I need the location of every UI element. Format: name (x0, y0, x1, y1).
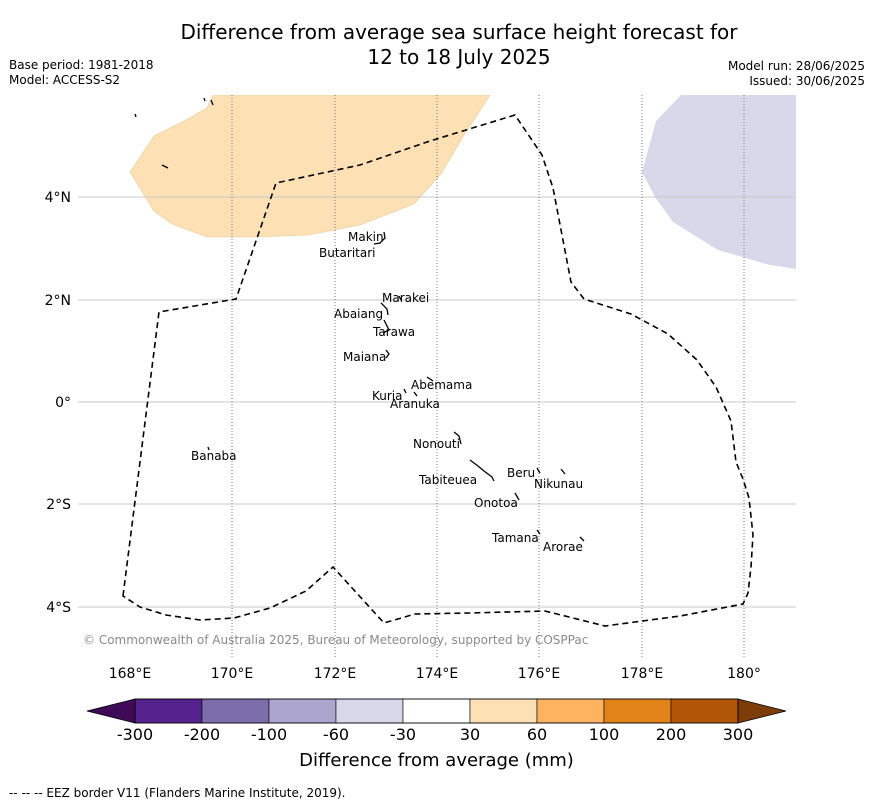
meta-left: Base period: 1981-2018 Model: ACCESS-S2 (9, 58, 154, 88)
eez-border (122, 114, 754, 627)
colorbar-over-arrow (737, 698, 787, 724)
island-label-nonouti: Nonouti (413, 437, 460, 451)
colorbar-cell (469, 698, 538, 724)
lat-tick-4s: 4°S (46, 600, 71, 616)
cb-tick-200: 200 (656, 725, 687, 744)
negative-anomaly-region (642, 95, 796, 269)
positive-anomaly-region (129, 95, 491, 238)
anomaly-field (129, 95, 796, 269)
lon-tick-172e: 172°E (314, 666, 357, 682)
cb-tick-minus-60: -60 (323, 725, 349, 744)
colorbar-cell (134, 698, 203, 724)
lat-tick-2s: 2°S (46, 497, 71, 513)
colorbar-cell (268, 698, 337, 724)
lon-tick-178e: 178°E (621, 666, 664, 682)
cb-tick-30: 30 (460, 725, 480, 744)
model-name: Model: ACCESS-S2 (9, 73, 121, 87)
island-label-maiana: Maiana (343, 350, 386, 364)
map-title: Difference from average sea surface heig… (0, 20, 873, 70)
title-line-2: 12 to 18 July 2025 (367, 45, 551, 69)
island-label-nikunau: Nikunau (534, 477, 583, 491)
island-label-banaba: Banaba (191, 449, 237, 463)
lat-tick-2n: 2°N (45, 293, 71, 309)
colorbar-tick-labels: -300 -200 -100 -60 -30 30 60 100 200 300 (117, 725, 753, 744)
island-label-abaiang: Abaiang (334, 307, 383, 321)
meta-right: Model run: 28/06/2025 Issued: 30/06/2025 (728, 59, 865, 89)
lat-tick-0: 0° (55, 395, 71, 411)
island-label-butaritari: Butaritari (319, 246, 376, 260)
cb-tick-60: 60 (527, 725, 547, 744)
cb-tick-minus-200: -200 (184, 725, 220, 744)
issued-date: Issued: 30/06/2025 (749, 74, 865, 88)
island-label-abemama: Abemama (411, 378, 472, 392)
cb-tick-minus-100: -100 (251, 725, 287, 744)
title-line-1: Difference from average sea surface heig… (180, 20, 738, 44)
colorbar-cell (335, 698, 404, 724)
lon-grid (231, 95, 745, 657)
cb-tick-minus-30: -30 (390, 725, 416, 744)
colorbar (86, 698, 787, 724)
colorbar-cell (536, 698, 605, 724)
colorbar-cells (134, 698, 739, 724)
island-label-arorae: Arorae (543, 540, 583, 554)
lon-tick-labels: 168°E 170°E 172°E 174°E 176°E 178°E 180° (109, 666, 761, 682)
island-label-tamana: Tamana (491, 531, 539, 545)
cb-tick-100: 100 (589, 725, 620, 744)
island-label-aranuka: Aranuka (390, 397, 440, 411)
eez-footnote: -- -- -- EEZ border V11 (Flanders Marine… (9, 786, 346, 800)
colorbar-under-arrow (86, 698, 136, 724)
island-label-tarawa: Tarawa (372, 325, 415, 339)
lon-tick-176e: 176°E (518, 666, 561, 682)
island-labels: Makin Butaritari Marakei Abaiang Tarawa … (191, 230, 583, 554)
colorbar-cell (603, 698, 672, 724)
island-label-onotoa: Onotoa (474, 496, 518, 510)
colorbar-title: Difference from average (mm) (299, 750, 574, 771)
base-period: Base period: 1981-2018 (9, 58, 154, 72)
island-outlines (134, 97, 585, 542)
island-label-beru: Beru (507, 466, 535, 480)
colorbar-cell (201, 698, 270, 724)
lon-tick-174e: 174°E (416, 666, 459, 682)
island-label-marakei: Marakei (382, 291, 429, 305)
lat-tick-labels: 4°N 2°N 0° 2°S 4°S (45, 190, 72, 616)
cb-tick-minus-300: -300 (117, 725, 153, 744)
lon-tick-168e: 168°E (109, 666, 152, 682)
colorbar-cell (670, 698, 739, 724)
lat-tick-4n: 4°N (45, 190, 71, 206)
cb-tick-300: 300 (723, 725, 754, 744)
lon-tick-180: 180° (727, 666, 761, 682)
island-label-makin: Makin (348, 230, 384, 244)
island-label-tabiteuea: Tabiteuea (418, 473, 477, 487)
lon-tick-170e: 170°E (211, 666, 254, 682)
island-label-kuria: Kuria (372, 389, 403, 403)
model-run: Model run: 28/06/2025 (727, 59, 865, 73)
copyright-notice: © Commonwealth of Australia 2025, Bureau… (83, 633, 588, 647)
colorbar-cell (402, 698, 471, 724)
